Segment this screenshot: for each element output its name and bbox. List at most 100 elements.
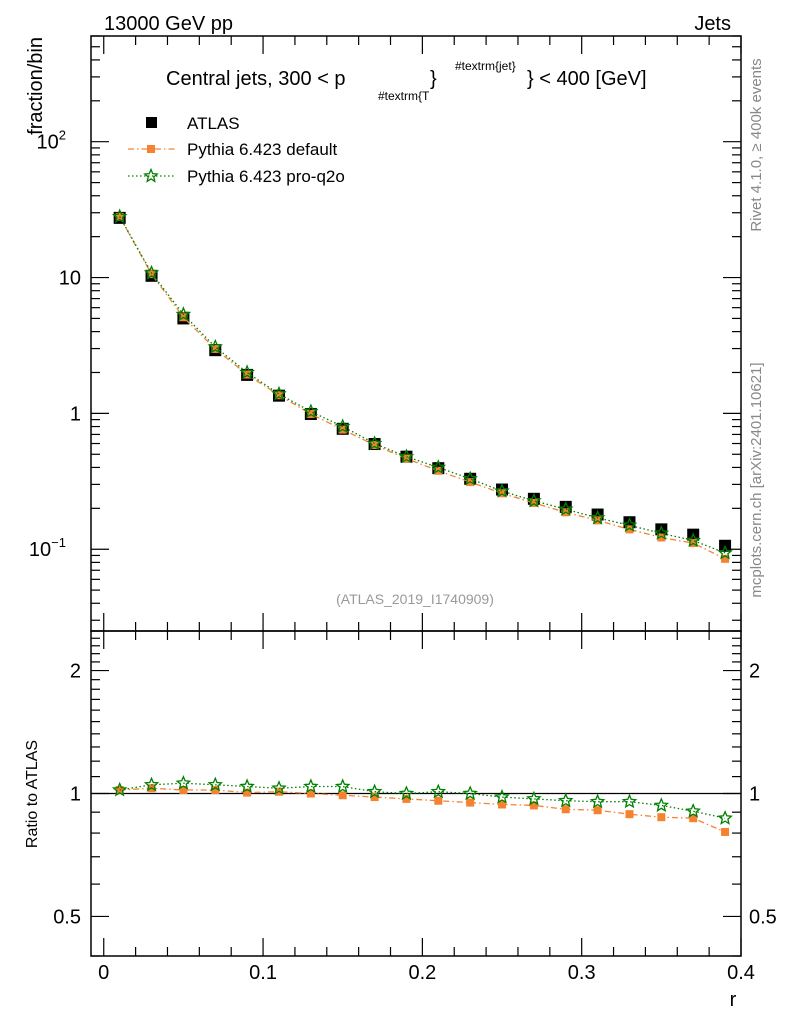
ratio-proq2o-point <box>111 781 128 797</box>
rivet-label: Rivet 4.1.0, ≥ 400k events <box>748 58 765 231</box>
ytick-1e2-exp: 2 <box>59 128 66 143</box>
ytick-label-10: 10 <box>59 268 81 290</box>
xtick-label-0.3: 0.3 <box>568 962 596 984</box>
ratio-ytick-label-right-2: 2 <box>749 661 760 683</box>
legend-label-default: Pythia 6.423 default <box>187 140 338 159</box>
ratio-proq2o-point <box>398 785 415 801</box>
main-series-group <box>111 208 733 563</box>
ratio-default-point <box>593 806 602 815</box>
ratio-panel-ticks <box>91 630 742 957</box>
legend-marker-atlas <box>146 117 157 128</box>
xlabel: r <box>730 989 737 1011</box>
ratio-proq2o-point <box>334 778 351 794</box>
ratio-proq2o-point <box>653 797 670 813</box>
ytick-label-1e2: 102 <box>37 128 66 154</box>
ratio-default-point <box>498 800 507 809</box>
title-part-b: } < 400 [GeV] <box>527 68 647 90</box>
atlas-point <box>655 523 668 536</box>
ratio-proq2o-point <box>621 793 638 809</box>
header-right: Jets <box>694 13 731 35</box>
ratio-proq2o-point <box>303 778 319 794</box>
legend-label-atlas: ATLAS <box>187 114 240 133</box>
proq2o-point <box>366 435 383 451</box>
default-point <box>657 533 666 542</box>
default-point <box>721 554 730 563</box>
ratio-proq2o-point <box>143 776 160 792</box>
mcplots-label: mcplots.cern.ch [arXiv:2401.10621] <box>748 362 765 597</box>
ratio-default-point <box>529 801 538 810</box>
xtick-labels: 0 0.1 0.2 0.3 0.4 <box>98 962 755 984</box>
legend-marker-proq2o <box>143 167 159 183</box>
ratio-default-line <box>119 787 726 833</box>
proq2o-point <box>143 264 160 280</box>
ratio-default-point <box>657 813 666 822</box>
proq2o-point <box>653 525 670 540</box>
proq2o-point <box>271 385 287 401</box>
ratio-proq2o-point <box>494 788 510 804</box>
ratio-proq2o-point <box>207 776 223 792</box>
proq2o-point <box>207 338 223 354</box>
ytick-1e2-base: 10 <box>37 132 59 154</box>
ratio-proq2o-point <box>526 790 542 806</box>
atlas-point <box>559 500 572 513</box>
ratio-default-point <box>306 789 315 798</box>
ratio-ytick-labels-right: 0.5 1 2 <box>749 661 777 929</box>
default-point <box>243 370 252 379</box>
proq2o-point <box>398 448 415 464</box>
proq2o-point <box>239 364 255 380</box>
ratio-series-group <box>111 775 733 836</box>
default-line <box>119 216 726 560</box>
default-point <box>147 270 156 279</box>
ratio-default-point <box>243 788 252 797</box>
analysis-reference: (ATLAS_2019_I1740909) <box>336 591 494 607</box>
ratio-default-point <box>434 796 443 805</box>
proq2o-point <box>334 418 351 434</box>
ratio-default-point <box>721 827 730 836</box>
ratio-default-point <box>466 798 475 807</box>
default-point <box>274 391 283 400</box>
ratio-ytick-labels: 0.5 1 2 <box>53 661 81 929</box>
ratio-default-point <box>179 785 188 794</box>
ratio-proq2o-point <box>239 778 255 794</box>
legend-label-proq2o: Pythia 6.423 pro-q2o <box>187 167 345 186</box>
ytick-label-1e-1: 10−1 <box>29 535 66 561</box>
title-subscript: #textrm{T <box>378 89 430 103</box>
default-point <box>402 454 411 463</box>
proq2o-point <box>430 459 447 475</box>
xtick-label-0.2: 0.2 <box>408 962 436 984</box>
proq2o-point <box>494 482 510 498</box>
default-point <box>211 344 220 353</box>
ytick-label-1: 1 <box>70 403 81 425</box>
proq2o-point <box>685 532 701 548</box>
title-part-a: Central jets, 300 < p <box>166 68 346 90</box>
ratio-default-point <box>561 805 570 814</box>
proq2o-point <box>175 306 192 322</box>
proq2o-point <box>303 403 319 419</box>
main-title: Central jets, 300 < p #textrm{T } #textr… <box>166 59 647 103</box>
ratio-default-point <box>211 785 220 794</box>
ratio-default-point <box>370 793 379 802</box>
ratio-ytick-label-right-1: 1 <box>749 784 760 806</box>
ytick-1e-1-base: 10 <box>29 539 51 561</box>
ratio-ylabel: Ratio to ATLAS <box>24 740 41 848</box>
ratio-default-point <box>338 791 347 800</box>
proq2o-point <box>462 470 478 486</box>
proq2o-line <box>119 216 726 554</box>
ratio-proq2o-point <box>717 810 733 825</box>
ratio-ytick-label-1: 1 <box>70 784 81 806</box>
proq2o-point <box>526 492 542 508</box>
ratio-default-point <box>689 814 698 823</box>
main-panel-ticks <box>91 35 742 631</box>
ratio-default-point <box>625 810 634 819</box>
xtick-label-0: 0 <box>98 962 109 984</box>
default-point <box>625 525 634 534</box>
proq2o-point <box>111 208 128 224</box>
main-ylabel: fraction/bin <box>25 37 47 135</box>
ratio-proq2o-point <box>685 803 701 818</box>
xtick-label-0.1: 0.1 <box>249 962 277 984</box>
ratio-proq2o-point <box>589 793 606 809</box>
title-close-brace: } <box>430 68 437 90</box>
main-ytick-labels: 10−1 1 10 102 <box>29 128 81 562</box>
ratio-default-point <box>402 794 411 803</box>
